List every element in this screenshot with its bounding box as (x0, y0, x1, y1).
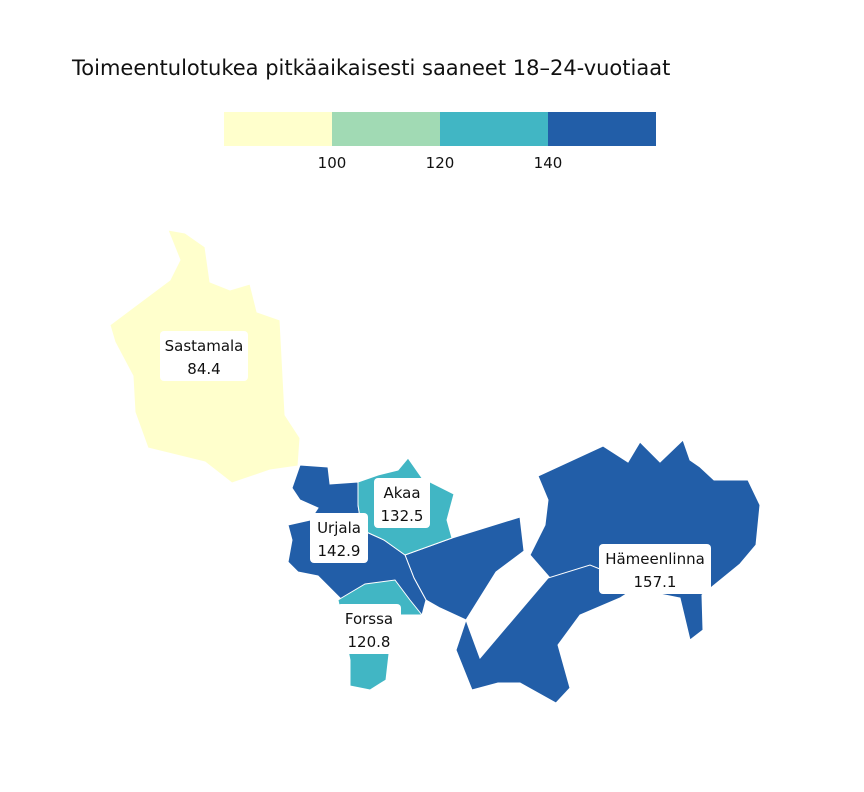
label-urjala: Urjala 142.9 (310, 513, 368, 563)
label-akaa: Akaa 132.5 (374, 478, 430, 528)
label-sastamala-value: 84.4 (187, 360, 220, 378)
color-legend (224, 112, 656, 146)
label-sastamala-name: Sastamala (165, 337, 244, 355)
label-sastamala: Sastamala 84.4 (160, 331, 248, 381)
legend-swatch-high (440, 112, 548, 146)
legend-swatch-highest (548, 112, 656, 146)
label-forssa: Forssa 120.8 (337, 604, 401, 654)
label-forssa-value: 120.8 (348, 633, 391, 651)
label-akaa-name: Akaa (383, 484, 420, 502)
label-urjala-name: Urjala (317, 519, 361, 537)
legend-swatch-low (332, 112, 440, 146)
label-urjala-value: 142.9 (318, 542, 361, 560)
legend-tick-100: 100 (317, 154, 347, 172)
label-hameenlinna-name: Hämeenlinna (605, 550, 705, 568)
legend-swatch-lowest (224, 112, 332, 146)
label-hameenlinna-value: 157.1 (634, 573, 677, 591)
label-hameenlinna: Hämeenlinna 157.1 (599, 544, 711, 594)
label-forssa-name: Forssa (345, 610, 393, 628)
map-title: Toimeentulotukea pitkäaikaisesti saaneet… (72, 56, 671, 80)
legend-tick-140: 140 (533, 154, 563, 172)
label-akaa-value: 132.5 (381, 507, 424, 525)
legend-tick-120: 120 (425, 154, 455, 172)
